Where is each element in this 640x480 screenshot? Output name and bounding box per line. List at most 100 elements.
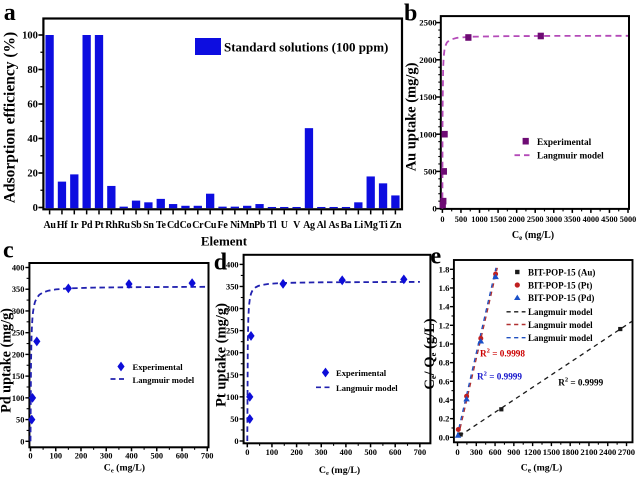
svg-text:250: 250 xyxy=(226,327,239,336)
svg-text:b: b xyxy=(404,1,417,27)
svg-text:Li: Li xyxy=(354,220,363,231)
svg-text:Experimental: Experimental xyxy=(336,368,387,378)
svg-text:Te: Te xyxy=(156,220,166,231)
svg-text:300: 300 xyxy=(226,305,239,314)
svg-text:100: 100 xyxy=(22,31,38,42)
svg-text:60: 60 xyxy=(27,100,38,111)
svg-text:Au: Au xyxy=(44,220,57,231)
svg-text:200: 200 xyxy=(226,349,239,358)
svg-text:0.6: 0.6 xyxy=(439,376,450,386)
svg-text:300: 300 xyxy=(12,307,25,316)
svg-text:700: 700 xyxy=(414,448,427,457)
svg-text:Standard solutions (100 ppm): Standard solutions (100 ppm) xyxy=(224,40,388,55)
svg-text:Ir: Ir xyxy=(70,220,79,231)
svg-text:Langmuir model: Langmuir model xyxy=(528,307,593,317)
svg-text:3500: 3500 xyxy=(564,215,581,224)
svg-text:1.8: 1.8 xyxy=(439,264,450,274)
svg-text:1.2: 1.2 xyxy=(439,320,450,330)
svg-text:0: 0 xyxy=(440,215,444,224)
svg-text:Ag: Ag xyxy=(303,220,315,231)
svg-text:400: 400 xyxy=(125,452,138,461)
svg-text:Ce (mg/L): Ce (mg/L) xyxy=(104,463,145,475)
svg-text:0.0: 0.0 xyxy=(439,432,450,442)
svg-text:80: 80 xyxy=(27,65,38,76)
svg-text:1000: 1000 xyxy=(471,215,488,224)
svg-text:Experimental: Experimental xyxy=(537,138,592,148)
svg-text:4000: 4000 xyxy=(583,215,600,224)
svg-text:50: 50 xyxy=(230,415,238,424)
svg-text:2000: 2000 xyxy=(508,215,525,224)
svg-text:As: As xyxy=(328,220,339,231)
svg-text:0: 0 xyxy=(432,204,437,214)
svg-text:0: 0 xyxy=(28,452,32,461)
svg-text:100: 100 xyxy=(226,393,239,402)
svg-text:Pt: Pt xyxy=(95,220,105,231)
svg-text:200: 200 xyxy=(12,350,25,359)
svg-text:100: 100 xyxy=(50,452,63,461)
svg-text:4500: 4500 xyxy=(601,215,618,224)
svg-text:100: 100 xyxy=(266,448,279,457)
svg-text:U: U xyxy=(281,220,288,231)
svg-text:2400: 2400 xyxy=(599,447,616,457)
svg-text:2100: 2100 xyxy=(580,447,597,457)
svg-text:1.0: 1.0 xyxy=(439,339,450,349)
svg-text:20: 20 xyxy=(27,169,38,180)
svg-text:1.6: 1.6 xyxy=(439,283,450,293)
svg-text:0: 0 xyxy=(234,437,238,446)
svg-text:350: 350 xyxy=(226,283,239,292)
svg-text:Al: Al xyxy=(317,220,327,231)
svg-text:Zn: Zn xyxy=(390,220,402,231)
svg-text:Cr: Cr xyxy=(192,220,204,231)
svg-text:Pb: Pb xyxy=(254,220,266,231)
svg-text:400: 400 xyxy=(12,264,25,273)
svg-text:1200: 1200 xyxy=(524,447,541,457)
svg-text:Mn: Mn xyxy=(240,220,255,231)
svg-text:0.8: 0.8 xyxy=(439,358,450,368)
svg-text:Sn: Sn xyxy=(143,220,154,231)
svg-text:0: 0 xyxy=(20,437,24,446)
svg-text:Mg: Mg xyxy=(364,220,378,231)
svg-text:0.2: 0.2 xyxy=(439,414,450,424)
svg-text:0: 0 xyxy=(245,448,249,457)
svg-text:Au uptake (mg/g): Au uptake (mg/g) xyxy=(404,62,420,171)
svg-text:1.4: 1.4 xyxy=(439,302,450,312)
svg-text:c: c xyxy=(3,237,14,263)
svg-text:Hf: Hf xyxy=(57,220,68,231)
svg-text:Ba: Ba xyxy=(340,220,351,231)
svg-text:BIT-POP-15 (Pt): BIT-POP-15 (Pt) xyxy=(528,280,592,290)
svg-text:Pd uptake (mg/g): Pd uptake (mg/g) xyxy=(0,308,15,413)
svg-text:250: 250 xyxy=(12,329,25,338)
svg-text:Rh: Rh xyxy=(105,220,118,231)
svg-text:R2 = 0.9999: R2 = 0.9999 xyxy=(477,370,522,381)
svg-text:Langmuir model: Langmuir model xyxy=(336,383,398,393)
svg-text:500: 500 xyxy=(151,452,164,461)
svg-text:0: 0 xyxy=(455,447,459,457)
svg-text:300: 300 xyxy=(470,447,483,457)
svg-text:Element: Element xyxy=(201,234,248,249)
svg-text:Adsorption efficiency (%): Adsorption efficiency (%) xyxy=(2,32,19,203)
svg-text:600: 600 xyxy=(489,447,502,457)
svg-text:BIT-POP-15 (Pd): BIT-POP-15 (Pd) xyxy=(528,293,594,303)
svg-text:0.4: 0.4 xyxy=(439,395,450,405)
svg-text:Sb: Sb xyxy=(131,220,142,231)
svg-text:Cu: Cu xyxy=(204,220,217,231)
svg-text:3000: 3000 xyxy=(546,215,563,224)
svg-text:Langmuir model: Langmuir model xyxy=(528,320,593,330)
svg-text:Ru: Ru xyxy=(118,220,131,231)
svg-text:2500: 2500 xyxy=(527,215,544,224)
svg-text:300: 300 xyxy=(315,448,328,457)
svg-text:R2 = 0.9999: R2 = 0.9999 xyxy=(558,376,603,387)
svg-text:300: 300 xyxy=(100,452,113,461)
svg-text:1800: 1800 xyxy=(562,447,579,457)
svg-text:100: 100 xyxy=(12,394,25,403)
svg-text:Cd: Cd xyxy=(167,220,180,231)
svg-text:Pd: Pd xyxy=(81,220,93,231)
svg-text:500: 500 xyxy=(455,215,467,224)
svg-text:150: 150 xyxy=(12,372,25,381)
svg-text:200: 200 xyxy=(75,452,88,461)
svg-text:40: 40 xyxy=(27,134,38,145)
svg-text:600: 600 xyxy=(176,452,189,461)
svg-text:2000: 2000 xyxy=(419,55,437,65)
svg-text:Ti: Ti xyxy=(379,220,388,231)
svg-text:e: e xyxy=(431,243,442,269)
